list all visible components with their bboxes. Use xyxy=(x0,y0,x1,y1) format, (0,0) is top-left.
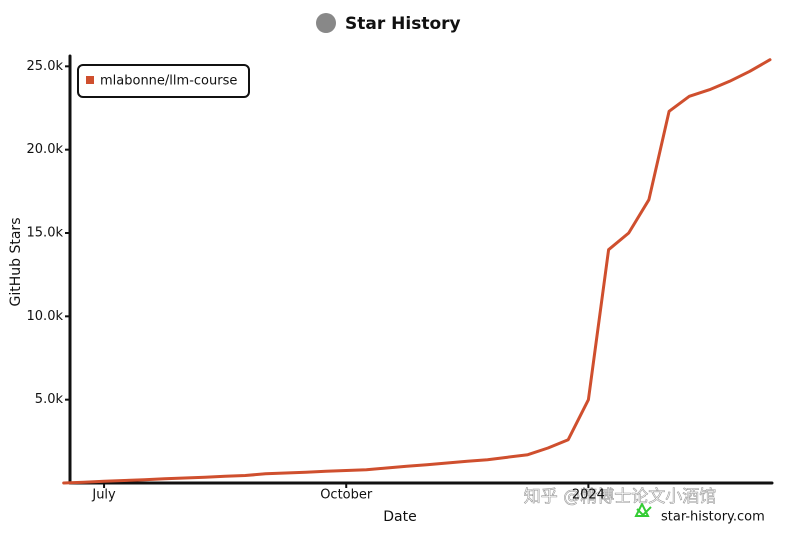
legend-swatch xyxy=(86,76,94,84)
watermark-icon xyxy=(634,501,652,517)
y-tick-label: 10.0k xyxy=(27,309,64,324)
legend-box xyxy=(77,64,250,98)
x-tick-label: October xyxy=(320,488,373,503)
x-axis-label: Date xyxy=(383,509,416,525)
x-tick-label: 2024 xyxy=(572,488,605,503)
title-avatar xyxy=(316,13,336,33)
x-tick-label: July xyxy=(91,488,116,503)
y-tick-label: 5.0k xyxy=(35,392,64,407)
source-watermark: 知乎 @精博士论文小酒馆 xyxy=(524,487,716,507)
chart-title: Star History xyxy=(345,14,461,34)
y-tick-label: 20.0k xyxy=(27,142,64,157)
series-line xyxy=(62,58,772,485)
y-tick-label: 25.0k xyxy=(27,59,64,74)
watermark: star-history.com xyxy=(661,510,765,525)
y-axis-label: GitHub Stars xyxy=(8,218,24,307)
legend-label: mlabonne/llm-course xyxy=(100,74,237,89)
y-tick-label: 15.0k xyxy=(27,226,64,241)
